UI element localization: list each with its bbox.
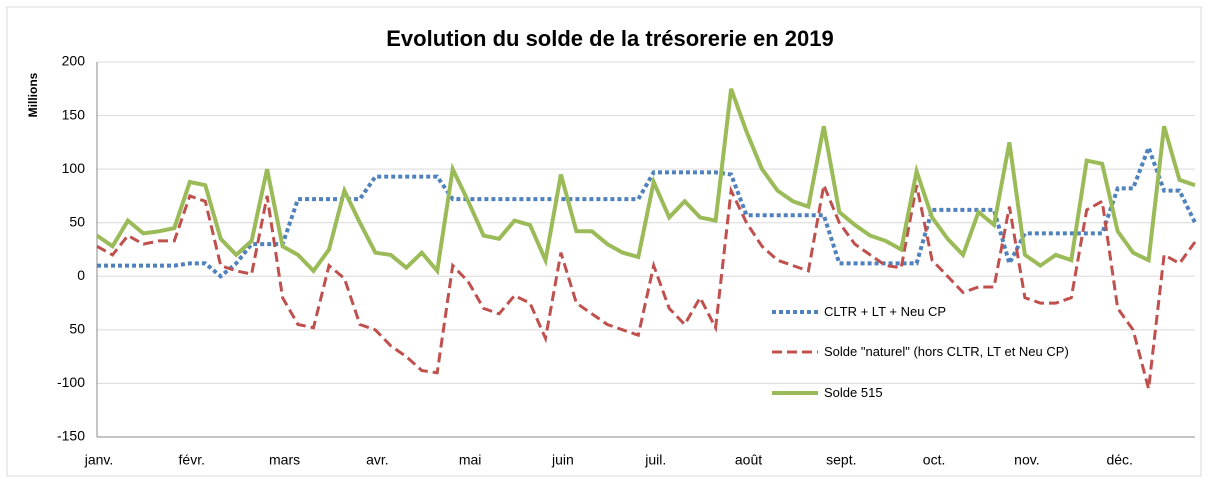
x-tick-label: juil. [644, 452, 666, 468]
y-tick-label: 0 [77, 267, 85, 283]
series-line [95, 88, 1196, 276]
y-tick-label: -100 [57, 374, 85, 390]
x-tick-label: août [735, 452, 762, 468]
x-tick-label: janv. [84, 452, 114, 468]
y-tick-label: 50 [69, 213, 85, 229]
y-tick-label: 200 [62, 53, 86, 69]
chart-title: Evolution du solde de la trésorerie en 2… [386, 26, 833, 51]
x-tick-label: mars [269, 452, 300, 468]
series-line [97, 141, 1197, 279]
x-tick-label: févr. [179, 452, 205, 468]
x-tick-label: sept. [826, 452, 856, 468]
x-tick-label: déc. [1106, 452, 1132, 468]
y-axis-title: Millions [26, 72, 40, 117]
x-tick-label: juin [551, 452, 574, 468]
x-tick-label: mai [459, 452, 482, 468]
y-tick-label: 150 [62, 106, 86, 122]
y-tick-label: 50 [69, 321, 85, 337]
y-tick-label: 100 [62, 160, 86, 176]
legend-label: CLTR + LT + Neu CP [824, 304, 947, 319]
x-tick-label: avr. [366, 452, 389, 468]
x-tick-label: oct. [923, 452, 946, 468]
legend-label: Solde 515 [824, 385, 883, 400]
legend-label: Solde "naturel" (hors CLTR, LT et Neu CP… [824, 344, 1069, 359]
series-line [96, 179, 1197, 390]
x-tick-label: nov. [1014, 452, 1039, 468]
y-tick-label: -150 [57, 428, 85, 444]
